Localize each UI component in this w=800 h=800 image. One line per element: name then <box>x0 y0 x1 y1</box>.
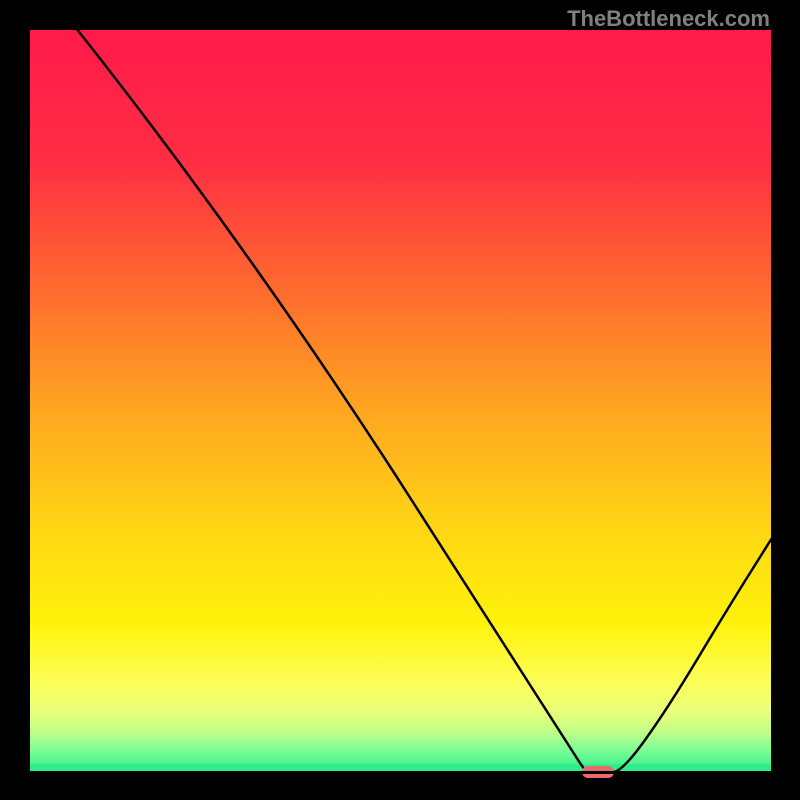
x-axis <box>28 771 772 774</box>
plot-area <box>28 28 772 772</box>
bottleneck-curve <box>76 28 772 772</box>
chart-container: TheBottleneck.com <box>0 0 800 800</box>
top-axis <box>28 27 772 30</box>
y-axis-left <box>27 28 30 772</box>
y-axis-right <box>771 28 774 772</box>
chart-svg <box>28 28 772 772</box>
